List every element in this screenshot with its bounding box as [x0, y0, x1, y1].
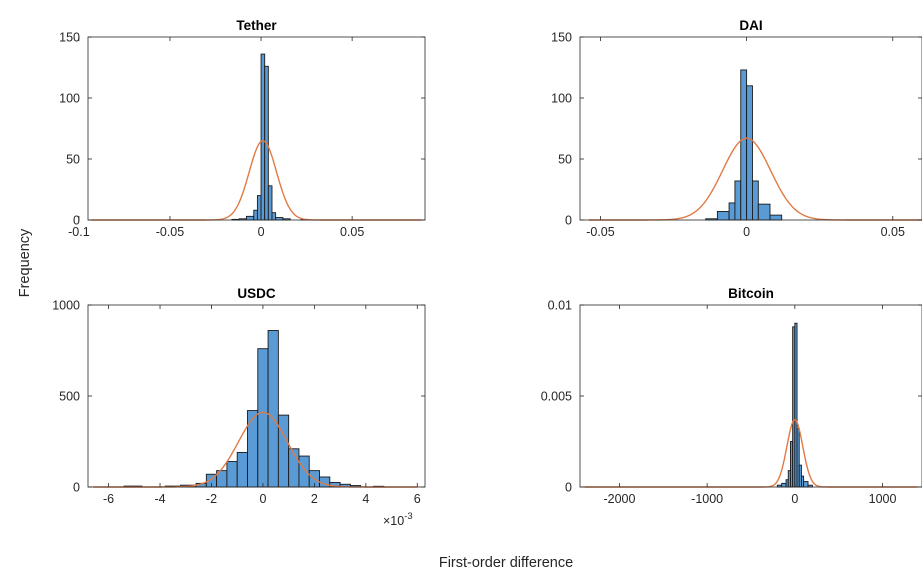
histogram-bar	[271, 212, 277, 221]
y-tick-label: 150	[551, 31, 572, 45]
x-tick-label: -0.05	[586, 225, 615, 239]
histogram-bar	[769, 214, 783, 221]
exponent-base: ×10	[383, 514, 404, 528]
y-tick-label: 150	[59, 31, 80, 45]
x-tick-label: 0.05	[340, 225, 364, 239]
x-exponent-label: ×10-3	[383, 511, 413, 528]
chart-title: Tether	[236, 18, 277, 33]
histogram-bar	[298, 455, 310, 488]
normal-fit-curve	[584, 418, 918, 488]
histogram-bar	[746, 85, 753, 221]
histogram-bar	[257, 348, 269, 488]
y-tick-label: 1000	[52, 299, 80, 313]
histogram-bar	[277, 414, 290, 488]
x-tick-label: 0	[259, 492, 266, 506]
x-tick-label: 0.05	[881, 225, 905, 239]
panel-usdc: USDC -6 -4 -2 0 2 4 6 0 500 1000 ×10-3	[52, 286, 426, 528]
chart-title: Bitcoin	[728, 286, 774, 301]
y-tick-label: 50	[558, 153, 572, 167]
y-tick-label: 0.01	[548, 299, 572, 313]
x-tick-label: 6	[414, 492, 421, 506]
histogram-bar	[740, 69, 748, 221]
axes-box	[579, 304, 922, 488]
histogram-bar	[781, 482, 787, 488]
x-tick-label: -6	[103, 492, 114, 506]
x-tick-label: 0	[791, 492, 798, 506]
x-tick-label: -2	[206, 492, 217, 506]
histogram-bar	[226, 461, 238, 488]
x-axis-label: First-order difference	[439, 555, 573, 571]
chart-title: DAI	[739, 18, 762, 33]
x-tick-label: 0	[258, 225, 265, 239]
axes-box	[579, 36, 922, 221]
y-tick-label: 100	[551, 92, 572, 106]
panel-tether: Tether -0.1 -0.05 0 0.05 0 50 100 150	[59, 18, 426, 239]
histogram-bar	[752, 180, 759, 221]
histogram-bar	[253, 209, 258, 221]
x-tick-label: -1000	[691, 492, 723, 506]
histogram-bar	[803, 481, 809, 488]
x-tick-label: -4	[154, 492, 165, 506]
panel-dai: DAI -0.05 0 0.05 0 50 100 150	[551, 18, 922, 239]
histogram-bar	[728, 202, 736, 221]
histogram-bar	[246, 215, 255, 221]
x-tick-label: 2	[311, 492, 318, 506]
y-tick-label: 0.005	[541, 390, 572, 404]
y-axis-label: Frequency	[17, 228, 33, 297]
y-tick-label: 0	[565, 481, 572, 495]
y-tick-label: 0	[73, 481, 80, 495]
histogram-bar	[236, 451, 248, 488]
axes-box	[87, 36, 426, 221]
y-tick-label: 100	[59, 92, 80, 106]
histogram-bar	[734, 180, 742, 221]
histogram-bar	[267, 330, 279, 488]
x-tick-label: 1000	[869, 492, 897, 506]
y-tick-label: 0	[73, 214, 80, 228]
histogram-bar	[247, 410, 259, 488]
y-tick-label: 0	[565, 214, 572, 228]
x-tick-label: -0.1	[68, 225, 90, 239]
x-tick-label: -0.05	[156, 225, 185, 239]
histogram-bar	[716, 211, 730, 221]
x-tick-label: 4	[362, 492, 369, 506]
chart-title: USDC	[237, 286, 276, 301]
histogram-bar	[757, 203, 771, 221]
histogram-bar	[267, 185, 273, 221]
normal-fit-curve	[91, 139, 422, 221]
y-tick-label: 50	[66, 153, 80, 167]
histogram-bar	[256, 195, 262, 221]
panel-bitcoin: Bitcoin -2000 -1000 0 1000 0 0.005 0.01	[541, 286, 922, 506]
histogram-bar	[260, 53, 266, 221]
x-tick-label: -2000	[603, 492, 635, 506]
x-tick-label: 0	[743, 225, 750, 239]
y-tick-label: 500	[59, 390, 80, 404]
exponent-power: -3	[404, 511, 412, 522]
